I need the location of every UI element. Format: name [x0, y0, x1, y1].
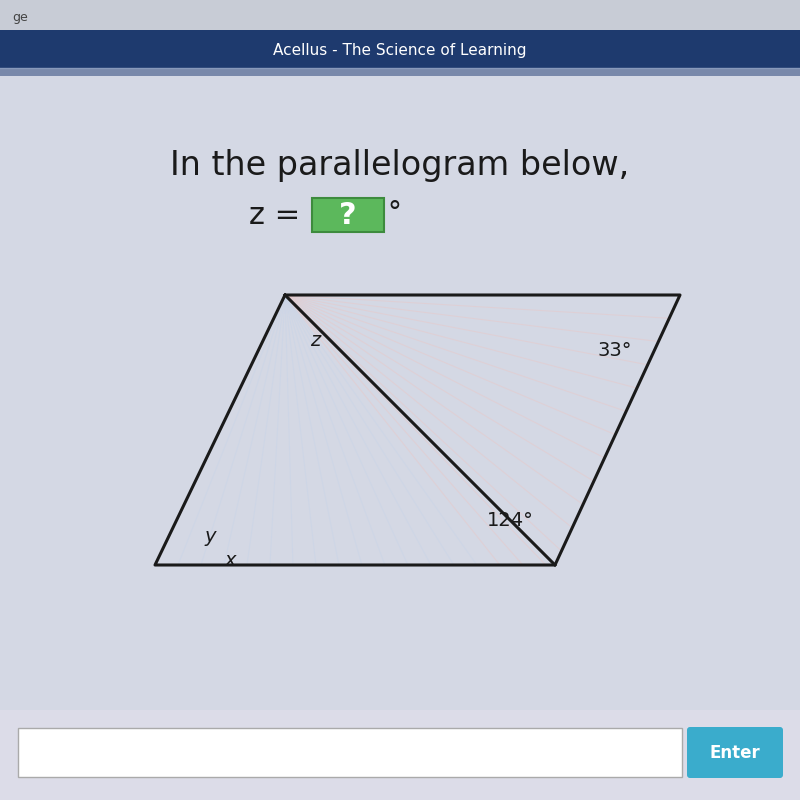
FancyBboxPatch shape: [18, 728, 682, 777]
Text: °: °: [387, 199, 401, 227]
FancyBboxPatch shape: [0, 68, 800, 76]
FancyBboxPatch shape: [687, 727, 783, 778]
FancyBboxPatch shape: [312, 198, 384, 232]
Text: Enter: Enter: [710, 744, 760, 762]
Text: z: z: [310, 330, 320, 350]
Text: y: y: [204, 527, 216, 546]
Text: 124°: 124°: [486, 510, 534, 530]
FancyBboxPatch shape: [0, 0, 800, 30]
FancyBboxPatch shape: [0, 30, 800, 68]
Text: x: x: [224, 550, 236, 570]
Text: In the parallelogram below,: In the parallelogram below,: [170, 149, 630, 182]
Text: Acellus - The Science of Learning: Acellus - The Science of Learning: [274, 43, 526, 58]
Text: ge: ge: [12, 11, 28, 25]
Text: ?: ?: [339, 201, 357, 230]
FancyBboxPatch shape: [0, 76, 800, 710]
Text: 33°: 33°: [598, 341, 632, 359]
Text: z =: z =: [249, 201, 310, 230]
FancyBboxPatch shape: [0, 710, 800, 800]
